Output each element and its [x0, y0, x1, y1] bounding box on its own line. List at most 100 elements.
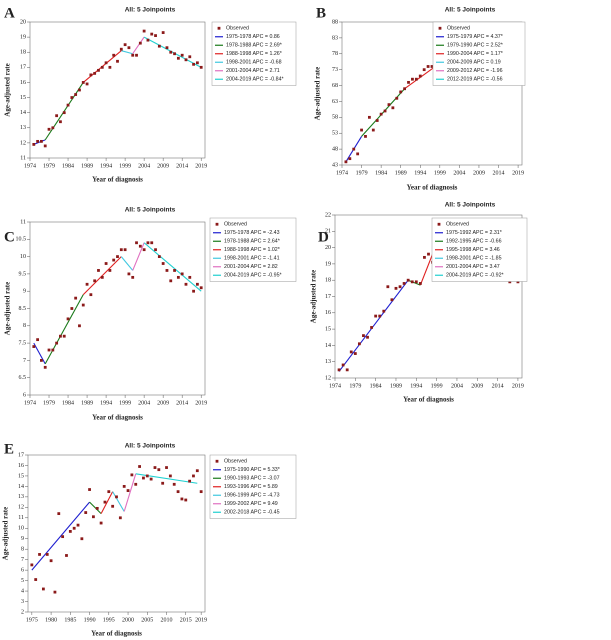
observed-point	[66, 103, 70, 107]
x-tick-label: 1989	[81, 163, 93, 169]
chart-title: All: 5 Joinpoints	[125, 207, 176, 214]
observed-point	[89, 73, 93, 77]
observed-point	[387, 103, 391, 107]
y-tick-label: 73	[332, 67, 338, 73]
x-tick-label: 2009	[157, 400, 169, 406]
y-tick-label: 10.5	[16, 237, 27, 243]
observed-point	[43, 365, 47, 369]
observed-point	[383, 109, 387, 113]
y-tick-label: 17	[325, 294, 331, 300]
legend-label: 1990-1993 APC = -3.07	[224, 476, 280, 482]
observed-point	[135, 241, 138, 245]
y-axis-title: Age-adjusted rate	[4, 63, 12, 116]
legend-box	[209, 454, 297, 519]
x-tick-label: 1974	[24, 400, 36, 406]
observed-point	[92, 515, 95, 519]
observed-point	[399, 90, 403, 94]
observed-point	[55, 114, 59, 118]
observed-point	[65, 554, 68, 557]
observed-point	[66, 317, 70, 321]
observed-point	[57, 512, 61, 516]
x-tick-label: 2019	[512, 383, 524, 389]
x-tick-label: 1984	[62, 163, 74, 169]
y-tick-label: 9	[21, 536, 24, 542]
observed-point	[426, 65, 430, 68]
x-tick-label: 1994	[410, 383, 422, 389]
observed-point	[142, 476, 145, 480]
observed-point	[72, 526, 76, 530]
legend-label: 1998-2001 APC = -1.41	[224, 256, 280, 262]
observed-point	[398, 285, 402, 289]
observed-point	[74, 93, 78, 96]
observed-point	[62, 334, 66, 338]
y-tick-label: 22	[325, 212, 331, 218]
observed-point	[100, 275, 104, 279]
y-tick-label: 6.5	[19, 375, 27, 381]
x-tick-label: 1985	[64, 617, 76, 623]
observed-point	[127, 46, 131, 50]
observed-point	[38, 553, 41, 556]
observed-point	[93, 71, 97, 75]
legend-label: 2001-2004 APC = 2.82	[224, 264, 278, 270]
observed-point	[379, 112, 383, 116]
x-axis-title: Year of diagnosis	[92, 414, 143, 422]
observed-point	[411, 77, 414, 81]
observed-point	[123, 43, 127, 47]
legend-marker	[217, 26, 221, 30]
observed-point	[146, 241, 150, 245]
joinpoint-segment	[120, 256, 134, 271]
x-tick-label: 2019	[195, 163, 207, 169]
observed-point	[127, 272, 131, 276]
observed-point	[418, 74, 422, 78]
joinpoint-segment	[143, 242, 202, 292]
observed-point	[508, 280, 512, 284]
x-tick-label: 2015	[180, 617, 192, 623]
observed-point	[414, 77, 418, 81]
observed-point	[32, 143, 36, 146]
x-tick-label: 2004	[138, 400, 150, 406]
observed-point	[406, 278, 410, 282]
y-axis-title: Age-adjusted rate	[4, 282, 12, 335]
observed-point	[348, 157, 352, 161]
observed-point	[49, 559, 53, 563]
observed-point	[43, 144, 47, 148]
x-tick-label: 2010	[161, 617, 173, 623]
observed-point	[104, 61, 108, 65]
joinpoint-segment	[123, 473, 137, 512]
y-tick-label: 17	[20, 65, 26, 71]
legend-label: 1988-1998 APC = 1.02*	[224, 247, 280, 253]
legend-label: 1992-1995 APC = -0.66	[446, 239, 502, 245]
y-tick-label: 43	[332, 162, 338, 168]
legend-label: Observed	[224, 222, 247, 228]
observed-point	[84, 511, 88, 514]
observed-point	[53, 590, 57, 594]
y-tick-label: 15	[18, 473, 24, 479]
y-tick-label: 3	[21, 599, 24, 605]
observed-point	[165, 46, 169, 50]
y-tick-label: 5	[21, 578, 24, 584]
chart-title: All: 5 Joinpoints	[125, 443, 176, 450]
x-tick-label: 1980	[45, 617, 57, 623]
observed-point	[131, 53, 135, 57]
observed-point	[45, 553, 49, 556]
observed-point	[108, 65, 112, 69]
observed-point	[176, 275, 180, 279]
observed-point	[199, 490, 203, 494]
legend-label: 2001-2004 APC = 2.71	[226, 68, 280, 74]
observed-point	[378, 314, 382, 318]
legend-label: 1978-1988 APC = 2.69*	[226, 43, 282, 49]
observed-point	[157, 255, 161, 258]
plot-frame	[29, 221, 206, 396]
legend-label: 1975-1992 APC = 2.31*	[446, 230, 502, 236]
y-tick-label: 9.5	[19, 271, 27, 277]
legend-marker	[215, 459, 219, 463]
observed-point	[30, 563, 34, 567]
observed-point	[165, 466, 168, 469]
observed-point	[195, 282, 199, 286]
observed-point	[119, 47, 123, 51]
observed-point	[112, 53, 116, 57]
observed-point	[138, 244, 142, 248]
observed-point	[349, 350, 353, 354]
observed-point	[199, 286, 203, 290]
